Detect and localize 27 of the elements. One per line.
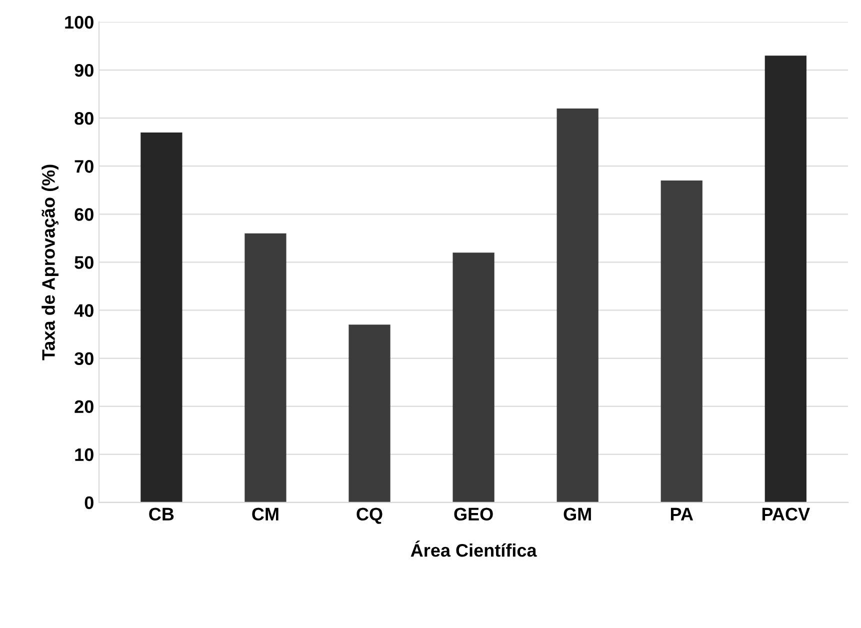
bar <box>660 180 702 502</box>
bar <box>348 324 390 502</box>
y-tick-label: 30 <box>74 352 94 366</box>
x-axis-title: Área Científica <box>410 540 537 557</box>
y-tick-label: 20 <box>74 400 94 414</box>
y-tick-label: 40 <box>74 304 94 317</box>
bar <box>244 233 286 502</box>
y-tick-label: 80 <box>74 112 94 125</box>
x-tick-label: GEO <box>454 508 493 521</box>
y-tick-label: 90 <box>74 64 94 77</box>
x-tick-label: CQ <box>356 508 382 524</box>
y-tick-label: 100 <box>65 16 94 29</box>
y-tick-label: 10 <box>75 448 94 462</box>
x-tick-label: PACV <box>762 508 810 521</box>
x-tick-label: PA <box>670 508 694 520</box>
y-tick-label: 0 <box>84 496 94 510</box>
bar <box>140 132 182 502</box>
bar <box>764 56 806 502</box>
bar <box>452 252 494 502</box>
x-tick-label: CM <box>252 508 278 521</box>
x-tick-label: CB <box>149 508 174 521</box>
bar <box>556 108 598 502</box>
y-tick-label: 60 <box>74 208 94 221</box>
x-tick-label: GM <box>564 508 591 521</box>
y-axis-title: Taxa de Aprovação (%) <box>42 164 58 360</box>
y-tick-label: 50 <box>74 256 94 269</box>
y-tick-label: 70 <box>74 160 94 173</box>
